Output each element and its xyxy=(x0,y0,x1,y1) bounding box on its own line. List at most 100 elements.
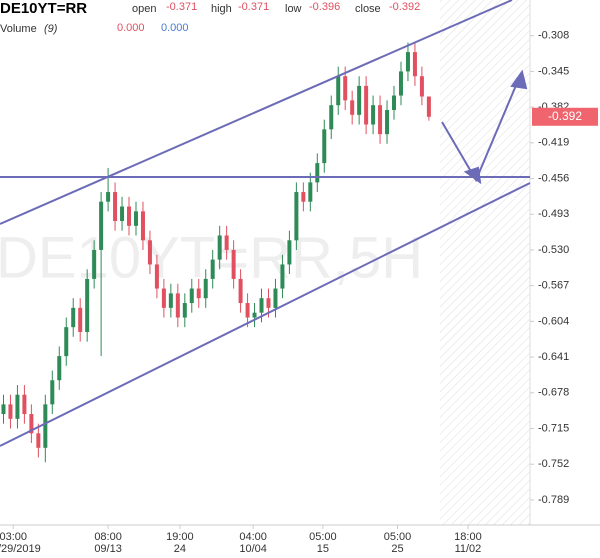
x-tick-label: 03:00 xyxy=(0,531,27,543)
x-tick-label: 08:00 xyxy=(94,531,122,543)
candle-body xyxy=(419,76,424,97)
y-tick-label: -0.789 xyxy=(538,494,569,506)
x-tick-label: 05:00 xyxy=(309,531,337,543)
candle-body xyxy=(398,71,403,96)
x-tick-sublabel: 09/13 xyxy=(94,543,122,555)
x-tick-sublabel: 10/04 xyxy=(239,543,267,555)
candle-body xyxy=(133,211,138,226)
candle-body xyxy=(315,163,320,183)
channel-upper xyxy=(0,0,513,225)
candle-body xyxy=(385,110,390,135)
candle-body xyxy=(350,100,355,115)
volume-value: 0.000 xyxy=(161,22,189,34)
candles xyxy=(1,42,431,463)
high-value: -0.371 xyxy=(238,1,269,13)
last-price-label: -0.392 xyxy=(548,109,582,123)
candle-body xyxy=(371,105,376,125)
candle-body xyxy=(120,206,125,222)
drawings xyxy=(0,0,531,447)
candle-body xyxy=(78,307,83,332)
candle-body xyxy=(140,211,145,241)
candle-body xyxy=(259,298,264,313)
volume-period: (9) xyxy=(44,23,58,35)
candle-body xyxy=(43,404,48,448)
candle-body xyxy=(245,303,250,318)
candle-body xyxy=(29,414,34,434)
candle-body xyxy=(1,404,6,415)
x-tick-sublabel: 08/29/2019 xyxy=(0,543,41,555)
arrow-head xyxy=(510,69,528,90)
candle-body xyxy=(99,201,104,250)
open-label: open xyxy=(132,3,156,15)
candle-body xyxy=(92,249,97,279)
candle-body xyxy=(57,356,62,381)
candle-body xyxy=(238,278,243,304)
candle-body xyxy=(224,235,229,250)
candle-body xyxy=(343,76,348,101)
close-value: -0.392 xyxy=(389,1,420,13)
candle-body xyxy=(147,240,152,265)
candle-body xyxy=(336,76,341,106)
candle-body xyxy=(175,293,180,318)
candle-body xyxy=(266,298,271,308)
y-tick-label: -0.456 xyxy=(538,172,569,184)
candle-body xyxy=(182,303,187,318)
volume-value: 0.000 xyxy=(117,22,145,34)
candle-body xyxy=(203,278,208,299)
candle-body xyxy=(210,259,215,279)
y-tick-label: -0.678 xyxy=(538,387,569,399)
x-tick-label: 05:00 xyxy=(384,531,412,543)
last-price-box xyxy=(532,107,598,126)
y-tick-label: -0.345 xyxy=(538,65,569,77)
x-tick-sublabel: 11/02 xyxy=(455,543,482,555)
y-tick-label: -0.752 xyxy=(538,458,569,470)
candle-body xyxy=(154,264,159,289)
candle-body xyxy=(196,288,201,299)
watermark: DE10YT=RR,5H xyxy=(0,225,423,290)
candle-body xyxy=(364,85,369,125)
candle-body xyxy=(64,327,69,357)
header: DE10YT=RR open -0.371 high -0.371 low -0… xyxy=(0,0,420,35)
y-tick-label: -0.567 xyxy=(538,280,569,292)
y-tick-label: -0.604 xyxy=(538,315,569,327)
low-label: low xyxy=(285,3,302,15)
candle-body xyxy=(168,293,173,308)
candle-body xyxy=(294,192,299,241)
y-tick-label: -0.419 xyxy=(538,137,569,149)
candle-body xyxy=(15,394,20,419)
candle-body xyxy=(50,380,55,405)
candle-body xyxy=(412,52,417,77)
candle-body xyxy=(71,307,76,328)
close-label: close xyxy=(355,3,381,15)
candle-body xyxy=(8,404,13,419)
candle-body xyxy=(36,433,41,448)
candle-body xyxy=(392,95,397,111)
y-tick-label: -0.715 xyxy=(538,422,569,434)
x-tick-sublabel: 15 xyxy=(317,543,329,555)
low-value: -0.396 xyxy=(309,1,340,13)
candle-body xyxy=(127,206,132,226)
x-tick-label: 04:00 xyxy=(239,531,267,543)
open-value: -0.371 xyxy=(166,1,197,13)
candle-body xyxy=(85,278,90,332)
candle-body xyxy=(252,312,257,318)
high-label: high xyxy=(211,3,232,15)
y-tick-label: -0.641 xyxy=(538,351,569,363)
candle-body xyxy=(308,182,313,202)
candle-body xyxy=(426,96,431,117)
candle-body xyxy=(301,192,306,202)
candle-body xyxy=(106,192,111,202)
y-tick-label: -0.530 xyxy=(538,244,569,256)
x-tick-label: 19:00 xyxy=(166,531,194,543)
candle-body xyxy=(217,235,222,260)
x-tick-sublabel: 25 xyxy=(391,543,403,555)
candle-body xyxy=(287,240,292,265)
channel-lower xyxy=(0,182,531,447)
y-tick-label: -0.308 xyxy=(538,30,569,42)
candle-body xyxy=(273,288,278,308)
candle-body xyxy=(405,52,410,72)
candle-body xyxy=(280,264,285,289)
volume-label: Volume xyxy=(0,23,37,35)
candle-body xyxy=(378,105,383,135)
